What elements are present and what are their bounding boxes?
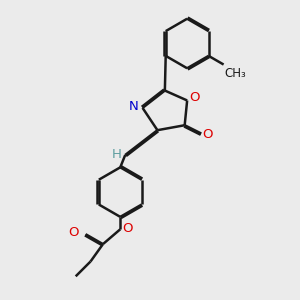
Text: O: O xyxy=(202,128,213,141)
Text: O: O xyxy=(189,92,200,104)
Text: N: N xyxy=(129,100,139,113)
Text: O: O xyxy=(122,221,133,235)
Text: CH₃: CH₃ xyxy=(225,67,247,80)
Text: H: H xyxy=(112,148,122,161)
Text: O: O xyxy=(68,226,79,239)
